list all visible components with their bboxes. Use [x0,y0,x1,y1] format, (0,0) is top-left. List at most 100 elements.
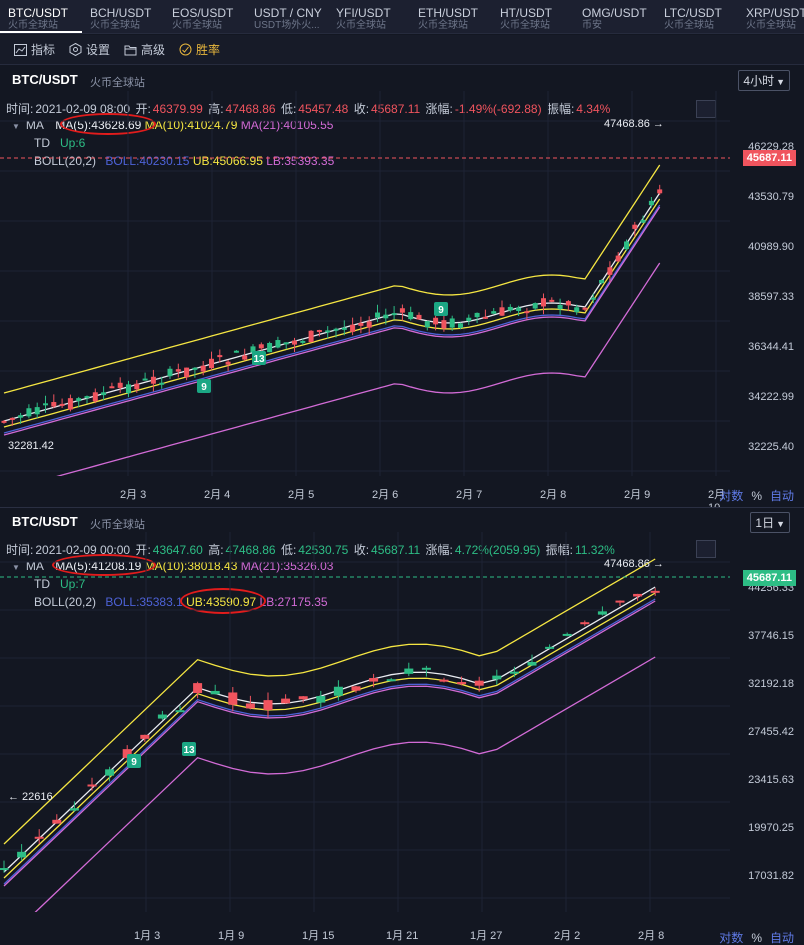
candle-body [92,392,98,402]
candle-body [210,690,220,695]
collapse-triangle-icon[interactable]: ▼ [12,563,20,572]
candle-body [126,384,131,394]
candle-body [358,322,364,326]
candle-body [541,298,546,307]
td-marker-label: 13 [183,745,195,756]
collapse-triangle-icon[interactable]: ▼ [12,122,20,131]
candle-body [582,307,588,310]
price-tick: 23415.63 [748,774,794,786]
candle-body [565,301,571,306]
candle-body [657,189,663,194]
symbol-tab[interactable]: HT/USDT 火币全球站 [492,0,574,33]
candle-body [624,241,629,250]
candlestick-chart-1d[interactable]: 9 13 [0,532,730,912]
candle-body [424,321,430,328]
advanced-button[interactable]: 高级 [124,41,165,58]
close-value: 45687.11 [371,543,421,557]
symbol-tabs: BTC/USDT 火币全球站 BCH/USDT 火币全球站 EOS/USDT 火币全球站 U… [0,0,804,34]
boll-lower-line [34,656,656,912]
symbol-tab[interactable]: XRP/USDT 火币全球站 [738,0,804,33]
candle-body [242,355,248,360]
change-label: 涨幅: [425,102,453,116]
log-scale-button[interactable]: 对数 [719,931,744,945]
tab-pair: OMG/USDT [582,6,647,20]
candle-body [524,311,530,314]
candle-body [532,303,538,309]
symbol-tab[interactable]: ETH/USDT 火币全球站 [410,0,492,33]
candle-body [167,368,173,377]
candle-body [557,304,563,310]
tab-pair: ETH/USDT [418,6,478,20]
symbol-tab[interactable]: EOS/USDT 火币全球站 [164,0,246,33]
candle-body [101,392,107,396]
interval-select[interactable]: 1日 ▼ [750,512,790,533]
candle-body [466,317,472,322]
boll-name: BOLL(20,2) [34,595,97,609]
candle-body [527,661,537,666]
candle-body [615,600,625,603]
candle-body [267,343,273,353]
td-marker [434,302,448,316]
ma21-line [3,600,656,887]
symbol-tab[interactable]: BTC/USDT 火币全球站 [0,0,82,33]
winrate-icon [179,43,192,56]
symbol-tab[interactable]: USDT / CNY USDT场外火... [246,0,328,33]
symbol-tab[interactable]: LTC/USDT 火币全球站 [656,0,738,33]
candle-body [433,317,439,325]
candle-body [399,308,405,313]
candle-body [281,698,291,704]
percent-scale-button[interactable]: % [751,931,762,945]
candle-body [59,403,65,406]
tab-pair: USDT / CNY [254,6,322,20]
candle-body [607,267,613,275]
candle-body [316,330,322,333]
tab-source: 火币全球站 [8,20,58,31]
change-label: 涨幅: [425,543,453,557]
candle-body [507,306,513,311]
candle-body [122,749,132,758]
winrate-button[interactable]: 胜率 [179,41,220,58]
low-label: 低: [280,543,297,557]
candle-body [375,312,380,318]
symbol-tab[interactable]: YFI/USDT 火币全球站 [328,0,410,33]
candle-body [209,358,214,369]
candle-body [351,686,361,691]
candlestick-chart-4h[interactable]: 9 13 9 [0,91,730,476]
high-label: 高: [208,543,224,557]
change-value: -1.49%(-692.88) [454,102,542,116]
percent-scale-button[interactable]: % [751,489,762,503]
candle-body [109,386,115,389]
candle-body [386,679,396,682]
td-marker-label: 9 [438,305,444,316]
settings-button[interactable]: 设置 [69,41,110,58]
auto-scale-button[interactable]: 自动 [769,489,794,503]
panel-title: BTC/USDT [12,72,78,87]
date-tick: 2月 6 [372,489,399,501]
date-tick: 1月 9 [218,930,245,942]
tab-pair: BTC/USDT [8,6,68,20]
symbol-tab[interactable]: OMG/USDT 币安 [574,0,656,33]
indicators-button[interactable]: 指标 [14,41,55,58]
candle-body [408,312,414,320]
fullscreen-button[interactable] [696,540,716,558]
close-label: 收: [353,102,370,116]
candle-body [1,420,7,423]
candle-body [421,667,431,670]
panel-exchange: 火币全球站 [90,519,145,531]
date-axis[interactable]: 1月 3 1月 9 1月 15 1月 21 1月 27 2月 2 2月 8 [0,927,730,945]
price-axis[interactable]: 44256.33 37746.15 32192.18 27455.42 23415.63… [732,508,804,908]
price-axis[interactable]: 46229.28 43530.79 40989.90 38597.33 36344.41… [732,66,804,466]
interval-select[interactable]: 4小时 ▼ [738,70,790,91]
auto-scale-button[interactable]: 自动 [769,931,794,945]
log-scale-button[interactable]: 对数 [719,489,744,503]
candle-body [26,408,32,417]
price-tick: 17031.82 [748,870,794,882]
ma10-line [3,198,661,428]
candle-body [157,714,167,719]
symbol-tab[interactable]: BCH/USDT 火币全球站 [82,0,164,33]
tab-pair: YFI/USDT [336,6,391,20]
tab-source: USDT场外火... [254,20,320,31]
candle-body [17,851,27,858]
candle-body [175,710,185,713]
date-axis[interactable]: 2月 32月 42月 52月 62月 72月 82月 92月 10 [0,486,730,514]
